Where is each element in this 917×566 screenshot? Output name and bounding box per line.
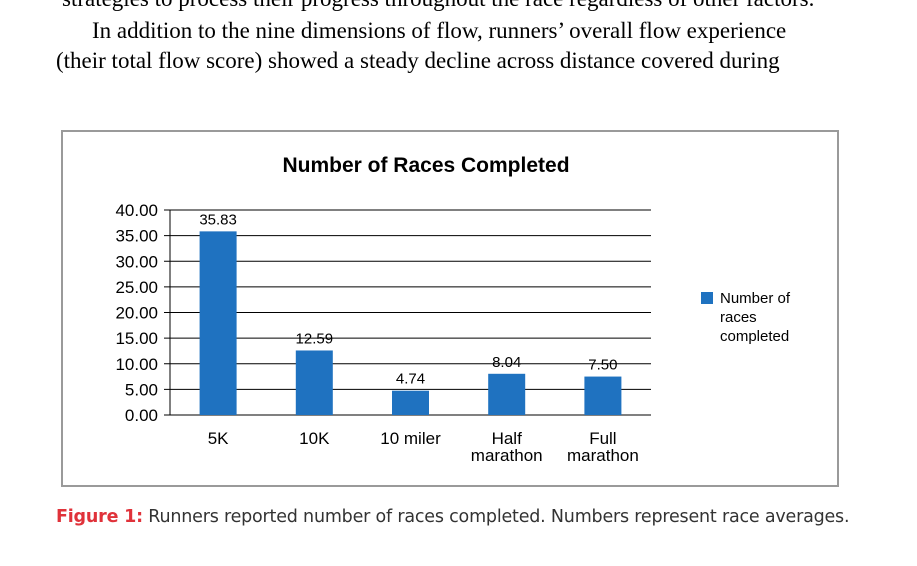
bar-1 (295, 350, 333, 415)
x-tick-label-0: 5K (208, 429, 229, 448)
caption-label: Figure 1: (56, 507, 143, 527)
bar-chart: Number of Races Completed 0.00 5.00 10.00 1… (115, 154, 791, 465)
body-text-line-2: (their total flow score) showed a steady… (56, 48, 780, 73)
figure-1: Number of Races Completed 0.00 5.00 10.00 1… (61, 130, 839, 487)
chart-data-labels: 35.83 12.59 4.74 8.04 7.50 (199, 211, 617, 387)
y-tick-label-3: 15.00 (115, 329, 158, 348)
data-label-4: 7.50 (588, 357, 617, 374)
y-tick-label-2: 10.00 (115, 355, 158, 374)
data-label-2: 4.74 (396, 371, 425, 388)
chart-title: Number of Races Completed (282, 154, 569, 177)
y-tick-label-4: 20.00 (115, 304, 158, 323)
body-text-line-top: strategies to process their progress thr… (62, 0, 814, 12)
x-tick-label-4: Full marathon (567, 429, 639, 465)
legend-label: Number of races completed (720, 290, 791, 345)
y-tick-label-0: 0.00 (125, 406, 158, 425)
bar-2 (392, 390, 429, 415)
bar-4 (584, 376, 622, 415)
chart-gridlines (164, 209, 651, 416)
body-text-line-1: In addition to the nine dimensions of fl… (92, 18, 787, 43)
y-tick-label-8: 40.00 (115, 201, 158, 220)
y-axis-ticks: 0.00 5.00 10.00 15.00 20.00 25.00 30.00 35.00 40… (115, 201, 158, 425)
x-axis-ticks: 5K 10K 10 miler Half marathon Full marathon (208, 429, 639, 465)
bar-0 (199, 231, 237, 415)
x-tick-label-3: Half marathon (471, 429, 543, 465)
y-tick-label-6: 30.00 (115, 252, 158, 271)
legend-swatch (701, 292, 713, 304)
figure-caption: Figure 1: Runners reported number of rac… (56, 507, 850, 527)
y-tick-label-7: 35.00 (115, 227, 158, 246)
y-tick-label-5: 25.00 (115, 278, 158, 297)
chart-bars (199, 231, 622, 415)
y-tick-label-1: 5.00 (125, 380, 158, 399)
data-label-1: 12.59 (296, 330, 334, 347)
x-tick-label-1: 10K (299, 429, 330, 448)
data-label-3: 8.04 (492, 354, 521, 371)
x-tick-label-2: 10 miler (380, 429, 441, 448)
chart-legend: Number of races completed (701, 290, 791, 345)
bar-3 (488, 373, 526, 415)
data-label-0: 35.83 (199, 211, 237, 228)
caption-text: Runners reported number of races complet… (148, 507, 850, 527)
